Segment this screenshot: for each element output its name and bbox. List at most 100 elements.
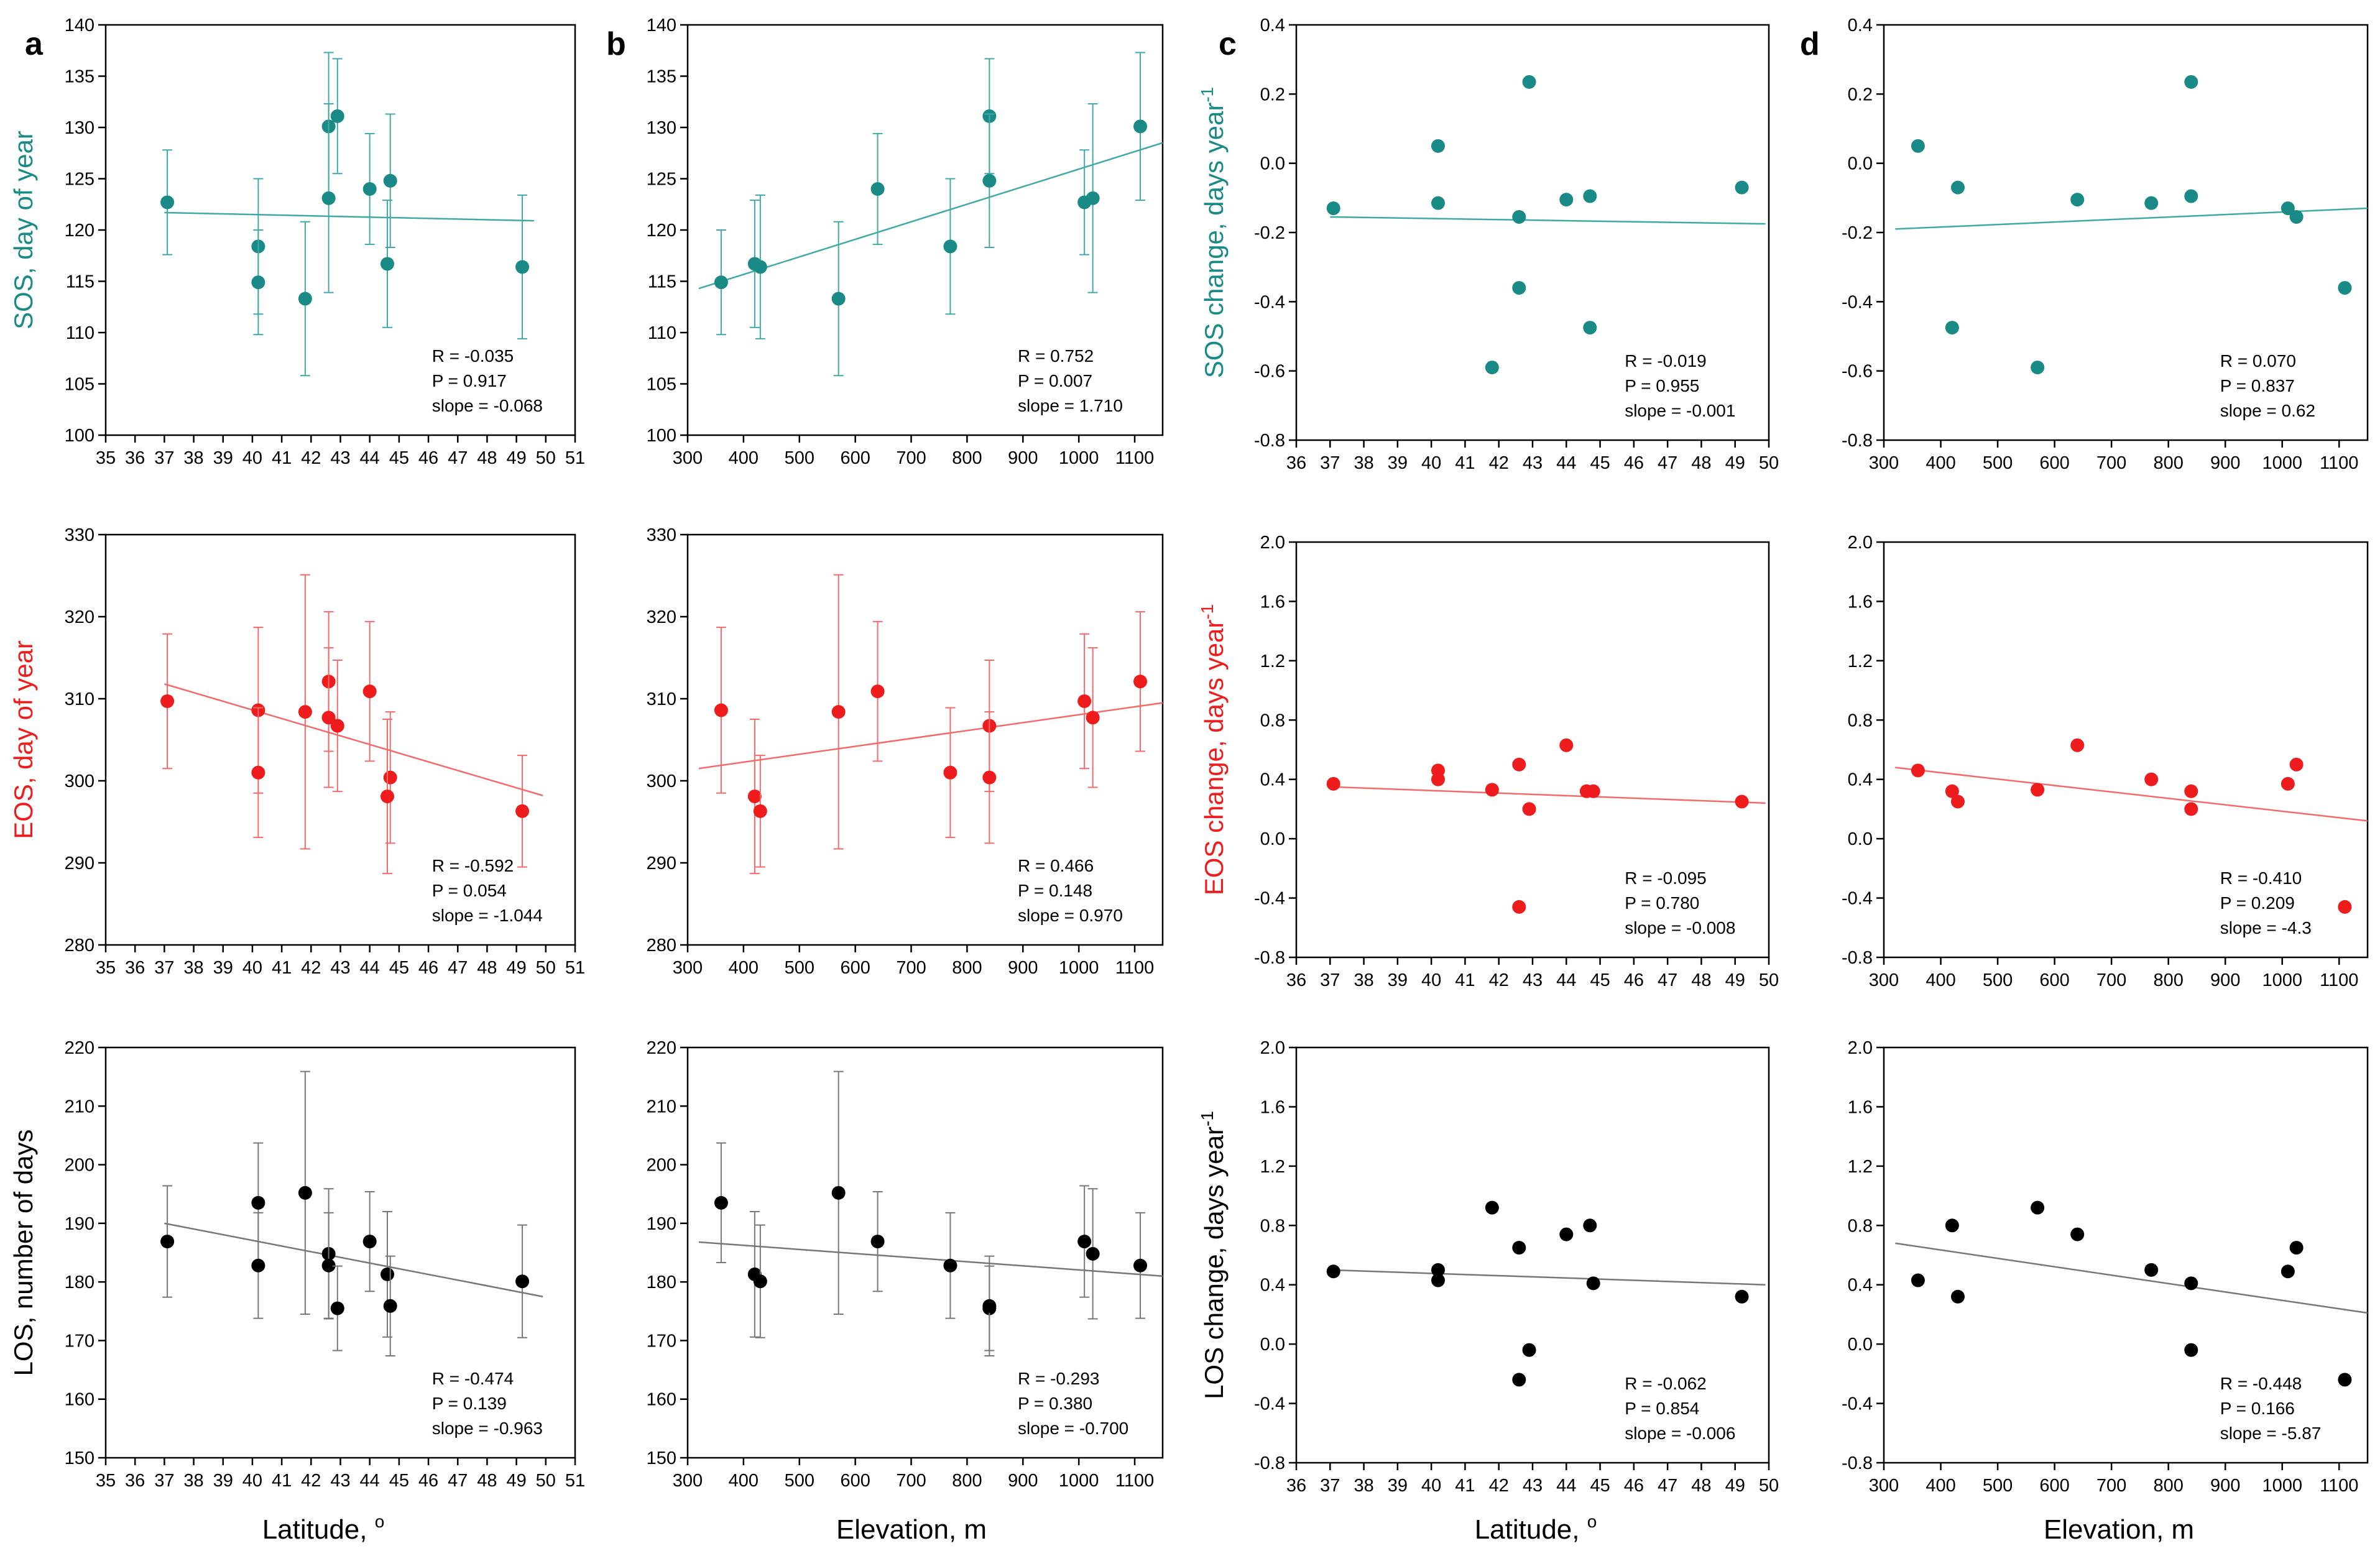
data-point	[831, 705, 846, 719]
data-point	[1945, 321, 1959, 335]
data-point	[515, 804, 530, 818]
x-tick-label: 600	[840, 448, 870, 468]
x-tick-label: 500	[1983, 453, 2013, 473]
data-point	[1735, 180, 1749, 195]
x-tick-label: 50	[536, 1471, 556, 1491]
data-point	[160, 195, 175, 209]
y-tick-label: 105	[65, 375, 95, 395]
y-tick-label: 0.0	[1848, 829, 1873, 849]
y-tick-label: 190	[65, 1214, 95, 1234]
data-point	[1911, 139, 1925, 153]
data-point	[1326, 1264, 1340, 1279]
x-tick-label: 800	[2153, 970, 2183, 990]
data-point	[1431, 196, 1445, 210]
x-tick-label: 48	[477, 1471, 497, 1491]
chart-b3: 150 160 170 180 190 200 210 220 300 400 500 600 700 8…	[647, 1038, 1164, 1491]
charts-container: 100 105 110 115 120 125 130 135 140 35 36 37 38 39 40 4…	[9, 16, 2369, 1496]
y-tick-label: 2.0	[1260, 1038, 1285, 1058]
x-tick-label: 900	[2210, 970, 2240, 990]
stat-annotation: R = -0.062	[1625, 1374, 1707, 1393]
x-tick-label: 700	[896, 448, 926, 468]
x-tick-label: 400	[729, 958, 759, 978]
data-point	[1512, 1241, 1526, 1255]
x-tick-label: 900	[2210, 1476, 2240, 1496]
x-tick-label: 46	[418, 448, 438, 468]
y-tick-label: 300	[65, 771, 95, 791]
x-tick-label: 37	[154, 448, 174, 468]
data-point	[2070, 738, 2085, 752]
data-point	[330, 1301, 344, 1315]
y-tick-label: 220	[65, 1038, 95, 1058]
y-tick-label: 330	[65, 525, 95, 545]
y-tick-label: 115	[66, 272, 95, 292]
x-tick-label: 49	[506, 958, 526, 978]
stat-annotation: R = -0.410	[2220, 868, 2302, 888]
x-tick-label: 42	[1489, 453, 1509, 473]
y-tick-label: 190	[647, 1214, 676, 1234]
data-point	[1133, 1258, 1148, 1273]
data-point	[1086, 711, 1100, 725]
x-tick-label: 300	[1869, 970, 1899, 990]
regression-line	[164, 1222, 543, 1297]
y-axis-label: EOS, day of year	[9, 640, 38, 839]
x-tick-label: 38	[183, 1471, 203, 1491]
x-tick-label: 400	[729, 448, 759, 468]
panel-label-b: b	[606, 26, 626, 62]
data-point	[1133, 674, 1148, 689]
stat-annotation: P = 0.054	[432, 881, 507, 900]
y-tick-label: 170	[647, 1331, 676, 1351]
y-tick-label: 200	[647, 1156, 676, 1176]
y-tick-label: 0.4	[1848, 770, 1873, 790]
regression-line	[164, 683, 543, 796]
x-tick-label: 400	[1926, 1476, 1955, 1496]
data-point	[1522, 802, 1536, 816]
y-tick-label: 0.2	[1848, 85, 1873, 104]
regression-line	[698, 142, 1163, 290]
x-tick-label: 300	[673, 448, 703, 468]
x-tick-label: 41	[272, 958, 292, 978]
x-tick-label: 44	[1556, 970, 1576, 990]
y-tick-label: 2.0	[1848, 533, 1873, 553]
data-point	[1950, 1289, 1965, 1304]
x-tick-label: 36	[1286, 1476, 1306, 1496]
data-point	[2070, 193, 2085, 207]
data-point	[753, 804, 767, 818]
y-tick-label: 130	[65, 118, 95, 138]
y-tick-label: 0.4	[1260, 16, 1285, 35]
y-tick-label: 115	[648, 272, 676, 292]
x-tick-label: 41	[1455, 453, 1475, 473]
x-tick-label: 47	[448, 448, 468, 468]
data-point	[870, 684, 885, 699]
data-point	[1945, 1218, 1959, 1233]
y-tick-label: 135	[65, 67, 95, 87]
x-tick-label: 39	[1388, 453, 1408, 473]
x-tick-label: 1100	[2320, 453, 2358, 473]
stat-annotation: R = 0.752	[1018, 346, 1094, 366]
x-tick-label: 800	[952, 1471, 982, 1491]
data-point	[160, 1235, 175, 1249]
y-tick-label: 0.8	[1848, 1216, 1873, 1236]
y-tick-label: 1.6	[1260, 592, 1285, 612]
stat-annotation: P = 0.780	[1625, 893, 1699, 913]
x-tick-label: 47	[448, 958, 468, 978]
data-point	[1735, 1289, 1749, 1304]
x-tick-label: 46	[1624, 970, 1644, 990]
y-axis-label: SOS change, days year-1	[1197, 87, 1229, 379]
data-point	[2184, 189, 2198, 203]
stat-annotation: P = 0.854	[1625, 1399, 1699, 1418]
x-tick-label: 900	[1008, 448, 1038, 468]
x-tick-label: 1100	[1115, 1471, 1154, 1491]
x-tick-label: 48	[1691, 453, 1711, 473]
y-tick-label: -0.8	[1254, 1453, 1285, 1473]
data-point	[1583, 1218, 1597, 1233]
x-tick-label: 400	[729, 1471, 759, 1491]
x-tick-label: 48	[1691, 1476, 1711, 1496]
y-tick-label: 220	[647, 1038, 676, 1058]
y-tick-label: 280	[647, 936, 676, 955]
y-tick-label: 2.0	[1848, 1038, 1873, 1058]
y-tick-label: 0.4	[1848, 1276, 1873, 1296]
x-tick-label: 45	[1590, 453, 1610, 473]
data-point	[2281, 1264, 2295, 1279]
data-point	[383, 173, 397, 188]
data-point	[1512, 209, 1526, 224]
